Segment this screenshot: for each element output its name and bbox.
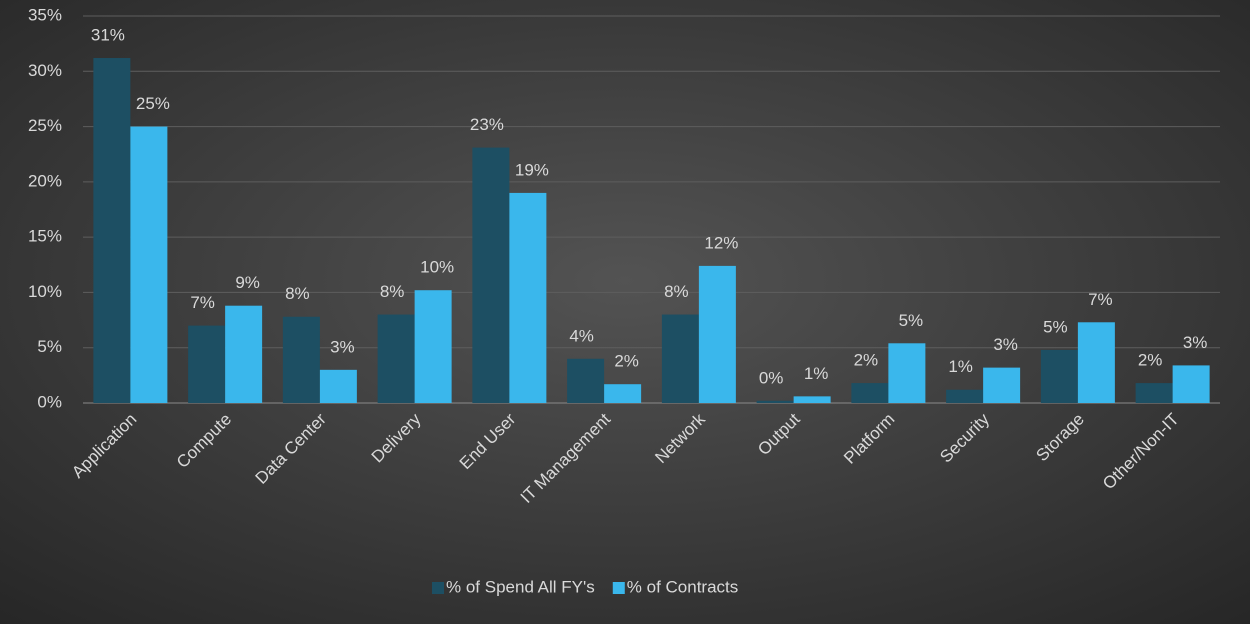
data-label: 3% (1183, 333, 1208, 352)
bar (1135, 383, 1173, 403)
bar (93, 58, 131, 403)
data-label: 2% (614, 352, 639, 371)
y-tick-label: 25% (28, 116, 62, 135)
data-label: 0% (759, 368, 784, 387)
data-label: 31% (91, 26, 125, 45)
data-label: 10% (420, 258, 454, 277)
bar (282, 316, 320, 403)
data-label: 1% (948, 357, 973, 376)
bar (509, 192, 547, 403)
bar (851, 383, 889, 403)
data-label: 19% (515, 160, 549, 179)
bar (1172, 365, 1210, 403)
bar (319, 369, 357, 403)
y-tick-label: 35% (28, 5, 62, 24)
bar (983, 367, 1021, 403)
data-label: 4% (569, 326, 594, 345)
data-label: 3% (330, 337, 355, 356)
data-label: 7% (190, 293, 215, 312)
bar (188, 325, 226, 403)
data-label: 1% (804, 364, 829, 383)
bar (472, 147, 510, 403)
bar (604, 384, 642, 403)
data-label: 2% (854, 351, 879, 370)
bar (1077, 322, 1115, 403)
bar (225, 305, 263, 403)
data-label: 5% (899, 311, 924, 330)
bar (414, 290, 452, 403)
bar (888, 343, 926, 403)
y-tick-label: 10% (28, 282, 62, 301)
bar (377, 314, 415, 403)
data-label: 8% (664, 282, 689, 301)
data-label: 8% (285, 284, 310, 303)
bar (756, 400, 794, 403)
bar (661, 314, 699, 403)
bar (946, 389, 984, 403)
legend-swatch (432, 582, 444, 594)
legend-label: % of Contracts (627, 577, 739, 596)
data-label: 25% (136, 94, 170, 113)
y-tick-label: 5% (37, 337, 62, 356)
data-label: 12% (704, 233, 738, 252)
data-label: 2% (1138, 351, 1163, 370)
bar (698, 265, 736, 403)
y-tick-label: 0% (37, 392, 62, 411)
y-tick-label: 30% (28, 61, 62, 80)
data-label: 5% (1043, 317, 1068, 336)
bar (567, 358, 605, 403)
bar (793, 396, 831, 403)
legend-label: % of Spend All FY's (446, 577, 595, 596)
data-label: 3% (993, 335, 1018, 354)
data-label: 9% (235, 273, 260, 292)
bar (1040, 349, 1078, 403)
legend-swatch (612, 582, 625, 594)
data-label: 8% (380, 282, 405, 301)
bar (130, 126, 168, 404)
y-tick-label: 20% (28, 171, 62, 190)
data-label: 7% (1088, 290, 1113, 309)
data-label: 23% (470, 115, 504, 134)
y-tick-label: 15% (28, 227, 62, 246)
